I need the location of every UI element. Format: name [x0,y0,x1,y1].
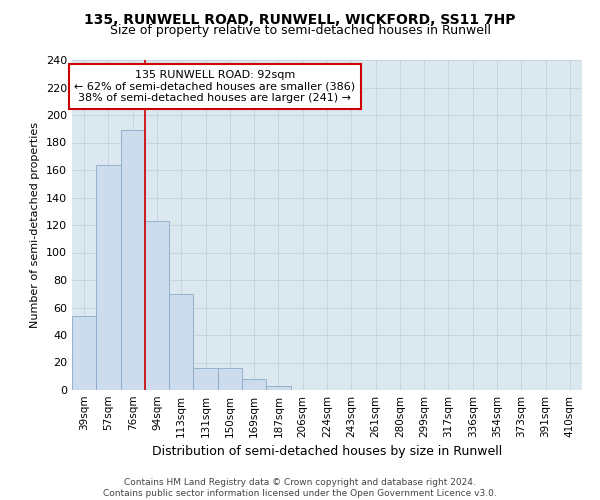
Bar [96,164,121,390]
Bar [193,368,218,390]
Bar [145,221,169,390]
Bar [121,130,145,390]
Text: Contains HM Land Registry data © Crown copyright and database right 2024.
Contai: Contains HM Land Registry data © Crown c… [103,478,497,498]
Bar [218,368,242,390]
Text: Size of property relative to semi-detached houses in Runwell: Size of property relative to semi-detach… [110,24,491,37]
X-axis label: Distribution of semi-detached houses by size in Runwell: Distribution of semi-detached houses by … [152,446,502,458]
Bar [266,386,290,390]
Text: 135 RUNWELL ROAD: 92sqm
← 62% of semi-detached houses are smaller (386)
38% of s: 135 RUNWELL ROAD: 92sqm ← 62% of semi-de… [74,70,355,103]
Bar [72,316,96,390]
Bar [169,294,193,390]
Bar [242,379,266,390]
Text: 135, RUNWELL ROAD, RUNWELL, WICKFORD, SS11 7HP: 135, RUNWELL ROAD, RUNWELL, WICKFORD, SS… [84,12,516,26]
Y-axis label: Number of semi-detached properties: Number of semi-detached properties [31,122,40,328]
